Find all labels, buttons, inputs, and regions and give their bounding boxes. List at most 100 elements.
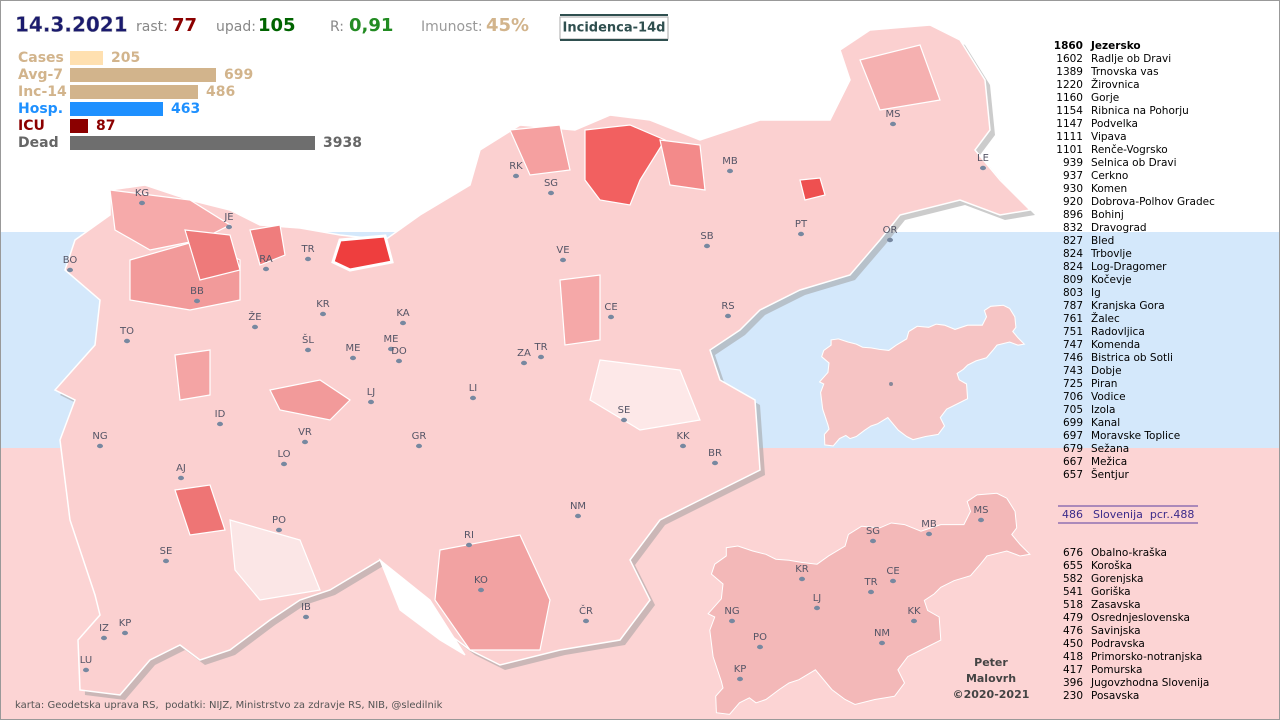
map-label: ŽE	[248, 310, 261, 323]
municipality-value: 1160	[1056, 92, 1083, 104]
town-dot	[305, 256, 311, 262]
slovenia-value: 486	[1062, 508, 1083, 521]
municipality-name: Sežana	[1091, 443, 1129, 455]
copyright: ©2020-2021	[953, 688, 1030, 701]
map-label: KA	[396, 308, 409, 319]
municipality-value: 1101	[1056, 144, 1083, 156]
municipality-value: 657	[1063, 469, 1083, 481]
municipality-name: Kranjska Gora	[1091, 300, 1165, 312]
town-dot	[320, 311, 326, 317]
map-label: TR	[533, 342, 547, 353]
municipality-name: Radlje ob Dravi	[1091, 53, 1171, 65]
municipality-value: 930	[1063, 183, 1083, 195]
municipality-name: Vodice	[1091, 391, 1126, 403]
municipality-value: 1111	[1056, 131, 1083, 143]
town-dot	[548, 190, 554, 196]
map-label: NG	[724, 606, 739, 617]
immunity: 45%	[486, 15, 529, 36]
municipality-name: Ig	[1091, 287, 1101, 299]
municipality-name: Dravograd	[1091, 222, 1147, 234]
stat-value: 205	[111, 50, 140, 66]
municipality-name: Bohinj	[1091, 209, 1124, 221]
municipality-name: Dobje	[1091, 365, 1122, 377]
mode-button-text[interactable]: Incidenca-14d	[563, 21, 666, 36]
stat-value: 463	[171, 101, 200, 117]
map-label: PO	[272, 515, 286, 526]
town-dot	[727, 168, 733, 174]
region-name: Savinjska	[1091, 625, 1141, 637]
town-dot	[980, 165, 986, 171]
stat-value: 699	[224, 67, 253, 83]
town-dot	[560, 257, 566, 263]
town-dot	[194, 298, 200, 304]
municipality-value: 920	[1063, 196, 1083, 208]
region-name: Primorsko-notranjska	[1091, 651, 1202, 663]
stat-value: 486	[206, 84, 235, 100]
map-label: LU	[80, 655, 92, 666]
region-value: 582	[1063, 573, 1083, 585]
map-label: MB	[921, 519, 937, 530]
municipality-value: 761	[1063, 313, 1083, 325]
map-label: SG	[866, 526, 880, 537]
municipality-value: 939	[1063, 157, 1083, 169]
municipality-name: Podvelka	[1091, 118, 1138, 130]
town-dot	[887, 237, 893, 243]
municipality-name: Piran	[1091, 378, 1117, 390]
map-label: KO	[474, 575, 488, 586]
stat-label: ICU	[18, 118, 45, 134]
region-value: 541	[1063, 586, 1083, 598]
region-value: 417	[1063, 664, 1083, 676]
municipality-value: 1154	[1056, 105, 1083, 117]
town-dot	[890, 578, 896, 584]
region-name: Osrednjeslovenska	[1091, 612, 1190, 624]
town-dot	[575, 513, 581, 519]
map-label: ČR	[579, 604, 593, 617]
town-dot	[97, 443, 103, 449]
municipality-value: 1860	[1054, 40, 1083, 52]
slovenia-label: Slovenija pcr..488	[1093, 508, 1194, 521]
town-dot	[305, 347, 311, 353]
town-dot	[513, 173, 519, 179]
r-label: R:	[330, 19, 344, 35]
town-dot	[83, 667, 89, 673]
municipality-name: Šentjur	[1091, 468, 1129, 481]
town-dot	[281, 461, 287, 467]
town-dot	[470, 395, 476, 401]
map-label: KR	[795, 564, 809, 575]
town-dot	[704, 243, 710, 249]
region-value: 476	[1063, 625, 1083, 637]
map-label: BB	[190, 286, 204, 297]
map-label: NG	[92, 431, 107, 442]
stat-bar	[70, 102, 163, 116]
town-dot	[725, 313, 731, 319]
municipality-value: 725	[1063, 378, 1083, 390]
municipality-name: Trbovlje	[1090, 248, 1132, 260]
municipality-value: 667	[1063, 456, 1083, 468]
mode-button[interactable]: Incidenca-14d	[559, 14, 669, 41]
town-dot	[226, 224, 232, 230]
town-dot	[712, 460, 718, 466]
region-name: Goriška	[1091, 586, 1131, 598]
map-label: IZ	[99, 623, 109, 634]
map-label: MB	[722, 156, 738, 167]
stats: Cases 205 Avg-7 699 Inc-14 486 Hosp. 463 ICU 87 De…	[18, 50, 362, 151]
municipality-name: Izola	[1091, 404, 1115, 416]
map-label: KG	[135, 188, 149, 199]
municipality-value: 1389	[1056, 66, 1083, 78]
town-dot	[124, 338, 130, 344]
town-dot	[814, 605, 820, 611]
immunity-label: Imunost:	[421, 19, 483, 35]
town-dot	[890, 121, 896, 127]
municipality-name: Log-Dragomer	[1091, 261, 1167, 273]
municipality-value: 679	[1063, 443, 1083, 455]
municipality-name: Komen	[1091, 183, 1127, 195]
map-label: OR	[883, 225, 898, 236]
municipality-name: Ribnica na Pohorju	[1091, 105, 1189, 117]
inset-dot	[889, 382, 893, 386]
source: karta: Geodetska uprava RS, podatki: NIJ…	[15, 700, 443, 711]
municipality-name: Kanal	[1091, 417, 1120, 429]
stat-label: Cases	[18, 50, 64, 66]
town-dot	[521, 360, 527, 366]
